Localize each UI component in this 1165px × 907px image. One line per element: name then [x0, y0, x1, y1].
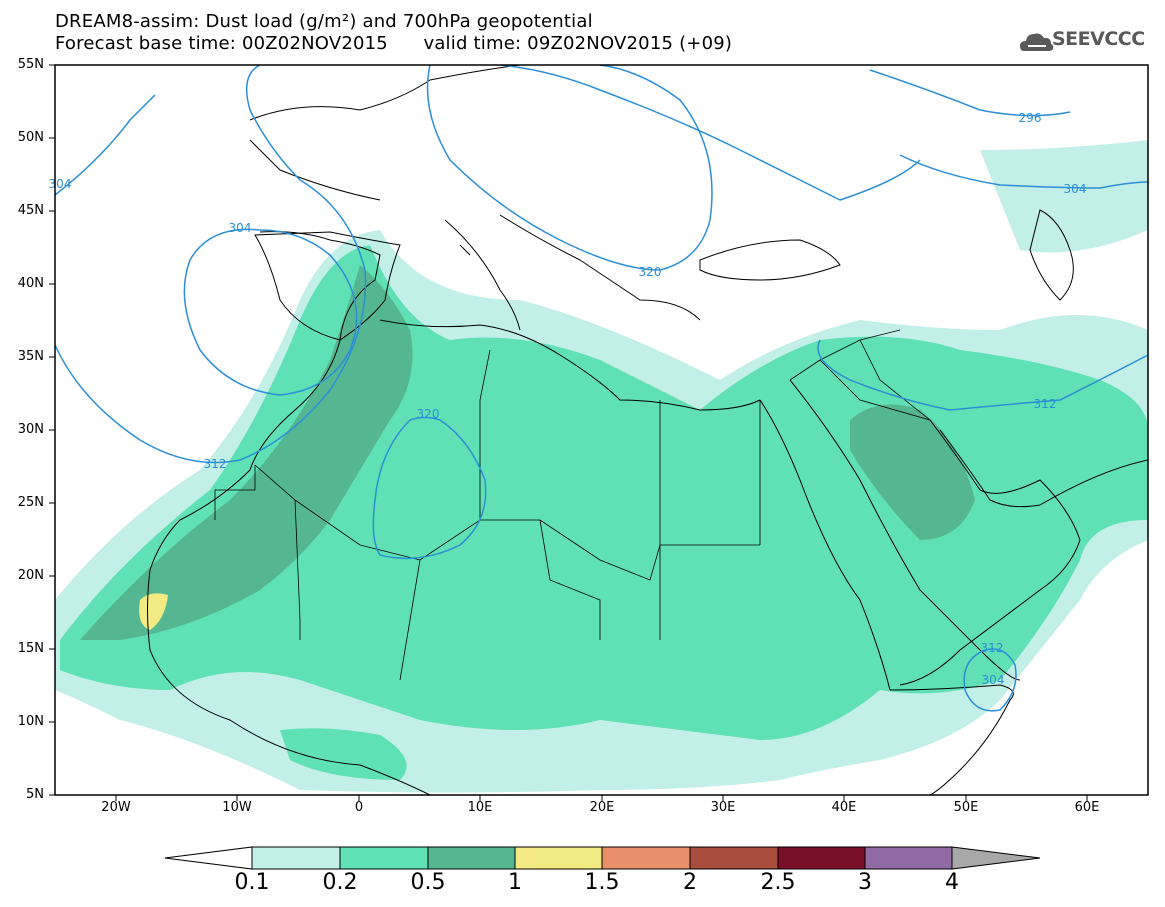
- contour-304-northwest: [55, 94, 156, 196]
- colorbar-label: 4: [945, 870, 959, 895]
- colorbar-label: 0.5: [410, 870, 446, 895]
- axis-ticks: [49, 64, 1088, 801]
- lat-label: 20N: [17, 568, 44, 583]
- border-middle-east-lines: [789, 329, 931, 421]
- colorbar-label: 0.1: [234, 870, 270, 895]
- colorbar-swatch: [689, 846, 779, 870]
- coastline-black-sea: [699, 239, 841, 281]
- contour-label: 312: [204, 457, 227, 471]
- map-title-line2: Forecast base time: 00Z02NOV2015 valid t…: [55, 33, 733, 54]
- coastline-west-africa: [147, 231, 431, 795]
- colorbar-swatch: [864, 846, 953, 870]
- colorbar-label: 1: [508, 870, 522, 895]
- lat-label: 50N: [17, 130, 44, 145]
- cloud-icon: [1020, 33, 1054, 51]
- contour-label: 304: [229, 221, 252, 235]
- colorbar-upper-triangle: [951, 846, 1041, 870]
- coastline-mediterranean: [379, 319, 761, 411]
- contour-label: 296: [1019, 111, 1042, 125]
- map-title-line1: DREAM8-assim: Dust load (g/m²) and 700hP…: [55, 11, 593, 32]
- colorbar-label: 1.5: [584, 870, 620, 895]
- lat-label: 5N: [26, 787, 44, 802]
- colorbar-swatch: [339, 846, 429, 870]
- lon-label: 10W: [222, 800, 252, 815]
- colorbar: [164, 846, 1041, 870]
- contour-label: 320: [639, 265, 662, 279]
- lon-label: 50E: [953, 800, 979, 815]
- coastline-europe-north: [249, 65, 521, 201]
- dust-field-high: [139, 593, 168, 630]
- contour-label: 320: [417, 407, 440, 421]
- logo-text: SEEVCCC: [1052, 28, 1145, 50]
- contour-label: 304: [982, 673, 1005, 687]
- lon-label: 40E: [831, 800, 857, 815]
- geopotential-contours: [55, 65, 1148, 712]
- coastline-arabia: [899, 419, 1081, 686]
- contour-label: 304: [1064, 182, 1087, 196]
- contour-label: 312: [981, 641, 1004, 655]
- dust-field-medium-south: [280, 728, 407, 780]
- lon-label: 60E: [1074, 800, 1100, 815]
- contour-304-west: [183, 228, 358, 396]
- contour-320-europe: [426, 65, 713, 271]
- border-africa-lines: [214, 349, 761, 681]
- lat-label: 10N: [17, 714, 44, 729]
- lat-label: 40N: [17, 276, 44, 291]
- lat-label: 45N: [17, 203, 44, 218]
- coastlines: [147, 65, 1148, 795]
- colorbar-swatch: [427, 846, 516, 870]
- lon-label: 10E: [467, 800, 493, 815]
- coastline-horn-africa: [889, 684, 1014, 795]
- colorbar-swatch: [514, 846, 603, 870]
- contour-296-east: [869, 69, 1071, 117]
- contour-320-central: [372, 416, 487, 560]
- dust-field-heavy: [80, 265, 413, 640]
- coastline-iberia: [254, 231, 401, 341]
- contour-312-horn: [963, 648, 1017, 712]
- lat-label: 55N: [17, 57, 44, 72]
- colorbar-swatch: [601, 846, 691, 870]
- coastline-caspian: [1029, 209, 1074, 301]
- colorbar-label: 0.2: [322, 870, 358, 895]
- coastline-persian-gulf: [939, 429, 1148, 508]
- lon-label: 30E: [710, 800, 736, 815]
- coastline-italy: [444, 219, 521, 331]
- colorbar-swatch: [251, 846, 341, 870]
- lat-label: 35N: [17, 349, 44, 364]
- lon-label: 20W: [101, 800, 131, 815]
- contour-312-east: [817, 339, 1148, 411]
- lat-label: 15N: [17, 641, 44, 656]
- colorbar-swatch: [777, 846, 866, 870]
- contour-labels: 304 304 296 304 320 320 312 312 312 304: [49, 111, 1087, 687]
- contour-312-west: [55, 65, 367, 464]
- coastline-red-sea: [759, 379, 1021, 691]
- contour-304-east: [899, 154, 1148, 189]
- dust-field-light-east: [980, 140, 1148, 253]
- contour-label: 312: [1034, 397, 1057, 411]
- lon-label: 0: [354, 800, 364, 815]
- colorbar-label: 3: [858, 870, 872, 895]
- colorbar-lower-triangle: [164, 846, 253, 870]
- lon-label: 20E: [589, 800, 615, 815]
- contour-312-europe: [499, 65, 921, 201]
- contour-label: 304: [49, 177, 72, 191]
- colorbar-label: 2: [683, 870, 697, 895]
- lat-label: 25N: [17, 495, 44, 510]
- lat-label: 30N: [17, 422, 44, 437]
- coastline-balkans: [499, 214, 701, 321]
- colorbar-label: 2.5: [760, 870, 796, 895]
